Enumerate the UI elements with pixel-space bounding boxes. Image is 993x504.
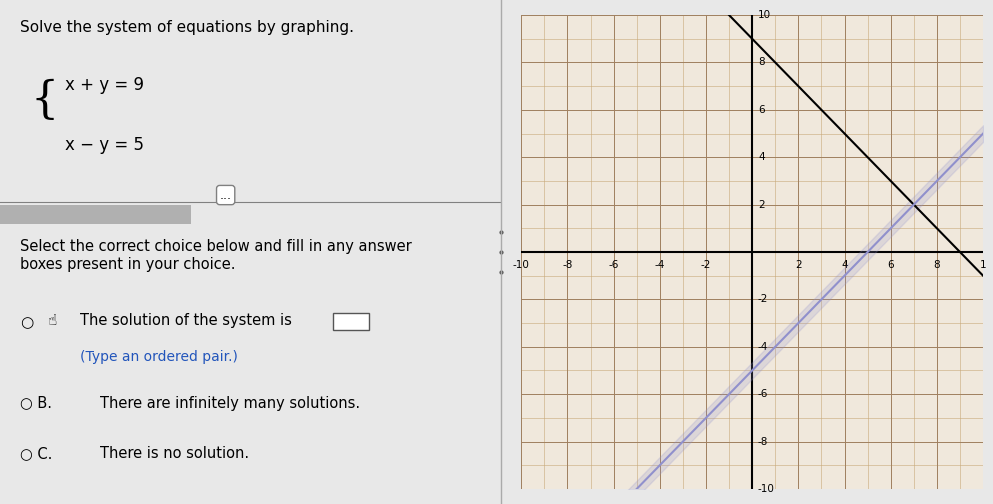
Text: 2: 2 (758, 200, 765, 210)
Text: The solution of the system is: The solution of the system is (80, 313, 292, 329)
Text: 1: 1 (980, 260, 986, 270)
Text: 6: 6 (888, 260, 894, 270)
Text: Solve the system of equations by graphing.: Solve the system of equations by graphin… (20, 20, 355, 35)
Text: x + y = 9: x + y = 9 (66, 76, 144, 94)
Text: -10: -10 (758, 484, 775, 494)
Text: ○: ○ (20, 315, 34, 330)
Text: 4: 4 (758, 152, 765, 162)
Bar (334, 313, 368, 330)
Text: ☝: ☝ (48, 313, 57, 329)
Text: ○ C.: ○ C. (20, 446, 53, 461)
Text: -8: -8 (562, 260, 573, 270)
Text: -8: -8 (758, 436, 769, 447)
Bar (0, 205, 191, 224)
Text: x − y = 5: x − y = 5 (66, 136, 144, 154)
Text: 8: 8 (933, 260, 940, 270)
Text: 8: 8 (758, 57, 765, 68)
Text: 4: 4 (841, 260, 848, 270)
Text: (Type an ordered pair.): (Type an ordered pair.) (80, 350, 238, 364)
Text: -6: -6 (609, 260, 619, 270)
Text: ...: ... (219, 188, 231, 202)
Text: -2: -2 (758, 294, 769, 304)
Text: -6: -6 (758, 389, 769, 399)
Text: ○ B.: ○ B. (20, 396, 52, 411)
Text: There are infinitely many solutions.: There are infinitely many solutions. (100, 396, 360, 411)
Text: Select the correct choice below and fill in any answer
boxes present in your cho: Select the correct choice below and fill… (20, 239, 412, 272)
Text: 2: 2 (795, 260, 801, 270)
Text: 10: 10 (758, 10, 772, 20)
Text: -10: -10 (513, 260, 529, 270)
Text: -2: -2 (701, 260, 711, 270)
Text: There is no solution.: There is no solution. (100, 446, 249, 461)
Text: {: { (30, 79, 59, 122)
Text: -4: -4 (758, 342, 769, 352)
Text: 6: 6 (758, 105, 765, 115)
Text: -4: -4 (654, 260, 665, 270)
